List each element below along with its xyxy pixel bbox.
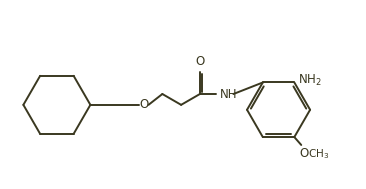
- Text: CH$_3$: CH$_3$: [308, 147, 329, 161]
- Text: O: O: [195, 55, 205, 68]
- Text: NH$_2$: NH$_2$: [298, 73, 322, 88]
- Text: O: O: [299, 147, 309, 160]
- Text: NH: NH: [220, 88, 237, 101]
- Text: O: O: [139, 98, 148, 111]
